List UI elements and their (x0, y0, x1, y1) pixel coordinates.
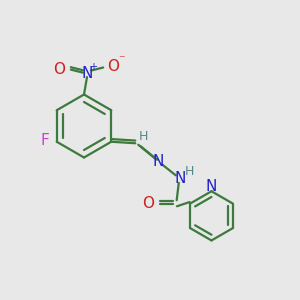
Text: N: N (153, 154, 164, 169)
Text: H: H (139, 130, 148, 143)
Text: O: O (53, 61, 65, 76)
Text: +: + (89, 62, 97, 73)
Text: N: N (174, 171, 186, 186)
Text: O: O (107, 59, 119, 74)
Text: O: O (142, 196, 154, 211)
Text: N: N (206, 179, 217, 194)
Text: H: H (184, 165, 194, 178)
Text: F: F (41, 133, 50, 148)
Text: N: N (81, 66, 93, 81)
Text: ⁻: ⁻ (118, 53, 124, 67)
